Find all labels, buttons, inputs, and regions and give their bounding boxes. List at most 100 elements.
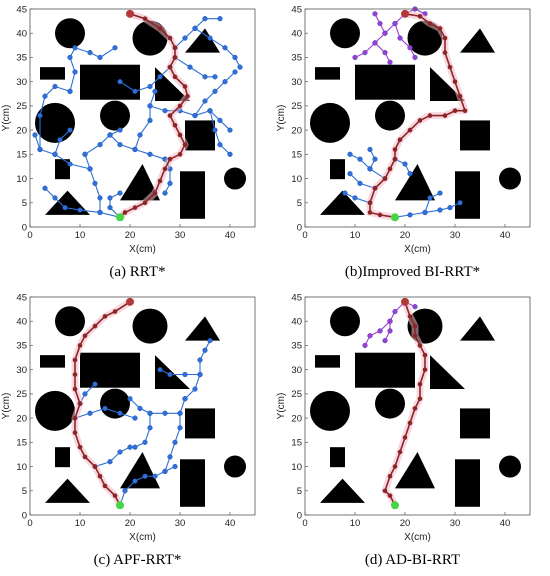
path-node	[442, 113, 448, 118]
x-tick-label: 30	[450, 230, 461, 241]
path-node	[172, 55, 178, 60]
y-tick-label: 40	[291, 317, 302, 328]
y-tick-label: 20	[291, 125, 302, 136]
path-node	[427, 113, 433, 118]
path-node	[417, 118, 423, 123]
y-tick-label: 15	[16, 438, 27, 449]
tree-node	[397, 35, 403, 41]
path-node	[417, 13, 423, 19]
path-node	[382, 488, 388, 494]
path-node	[387, 166, 393, 172]
path-node	[387, 493, 393, 498]
path-node	[112, 309, 118, 314]
x-tick-label: 10	[350, 230, 361, 241]
tree-node	[117, 410, 123, 416]
x-tick-label: 30	[450, 518, 461, 529]
path-node	[122, 210, 128, 215]
tree-node	[207, 337, 213, 344]
obstacle-triangle	[185, 28, 220, 53]
obstacles	[35, 18, 246, 219]
tree-node	[52, 83, 58, 90]
obstacle-circle	[375, 100, 405, 131]
tree-branch	[354, 13, 406, 58]
tree-node	[132, 88, 138, 94]
tree-node	[167, 454, 173, 460]
tree-node	[137, 132, 143, 138]
path-node	[142, 200, 148, 206]
obstacle-circle	[310, 390, 350, 431]
tree-node	[182, 35, 188, 41]
obstacle-rect	[180, 171, 205, 219]
obstacle-circle	[499, 167, 521, 190]
path-node	[157, 26, 163, 31]
obstacle-rect	[315, 67, 340, 80]
tree-branch	[174, 56, 215, 78]
y-tick-label: 25	[16, 389, 27, 400]
tree-node	[72, 45, 78, 51]
tree-node	[37, 112, 43, 119]
x-axis-label: X(cm)	[129, 244, 156, 255]
tree-node	[77, 207, 83, 213]
obstacle-triangle	[320, 478, 365, 503]
tree-node	[142, 439, 148, 445]
tree-node	[132, 415, 138, 421]
tree-node	[402, 161, 408, 167]
tree-node	[97, 54, 103, 61]
x-axis-label: X(cm)	[404, 532, 431, 543]
caption-b: (b)Improved BI-RRT*	[344, 264, 481, 280]
tree-node	[437, 207, 443, 213]
tree-node	[387, 328, 393, 334]
obstacle-rect	[80, 64, 140, 100]
tree-node	[377, 20, 383, 27]
x-tick-label: 40	[225, 518, 236, 529]
tree-branch	[349, 173, 376, 189]
tree-node	[52, 195, 58, 201]
tree-node	[192, 386, 198, 392]
tree-node	[177, 425, 183, 431]
x-tick-label: 0	[27, 518, 32, 529]
x-axis: 0 10 20 30 40	[27, 224, 235, 241]
path-node	[157, 178, 163, 184]
chart-panel-a: 0 10 20 30 40 0 5 10 15 20 25 30 35 40 45 X(cm) Y(cm) (a…	[0, 0, 275, 288]
x-tick-label: 30	[175, 518, 186, 529]
tree-node	[217, 16, 223, 22]
x-tick-label: 40	[500, 518, 511, 529]
y-tick-label: 45	[291, 4, 302, 15]
y-tick-label: 10	[16, 174, 27, 185]
tree-node	[112, 45, 118, 51]
y-tick-label: 10	[291, 462, 302, 473]
obstacle-triangle	[320, 190, 365, 215]
obstacle-rect	[460, 408, 490, 439]
y-tick-label: 40	[291, 29, 302, 40]
path-node	[442, 50, 448, 55]
tree-node	[52, 151, 58, 157]
tree-node	[57, 137, 63, 143]
obstacle-rect	[185, 120, 215, 151]
tree-branch	[109, 134, 166, 160]
x-tick-label: 20	[400, 230, 411, 241]
obstacle-rect	[55, 447, 70, 468]
tree-node	[97, 195, 103, 201]
path-node	[447, 64, 453, 70]
path-node	[142, 16, 148, 21]
plot-frame	[29, 8, 256, 228]
path-nodes	[72, 299, 133, 508]
obstacle-rect	[355, 352, 415, 388]
path-node	[72, 372, 78, 377]
x-axis: 0 10 20 30 40	[302, 512, 510, 529]
tree-node	[342, 190, 348, 196]
path-node	[185, 93, 190, 99]
tree-node	[212, 127, 218, 133]
path-node	[77, 343, 83, 348]
tree-node	[117, 449, 123, 455]
tree-node	[222, 79, 228, 85]
obstacle-circle	[499, 455, 521, 478]
tree-branch	[129, 398, 180, 414]
chart-b: 0 10 20 30 40 0 5 10 15 20 25 30 35 40 45 X(cm) Y(cm)	[276, 4, 531, 255]
y-tick-label: 0	[297, 510, 302, 521]
tree-branch	[94, 446, 131, 468]
y-axis-label: Y(cm)	[276, 105, 287, 132]
tree-branch	[134, 413, 151, 448]
tree-node	[72, 69, 78, 75]
tree-branch	[209, 110, 231, 155]
